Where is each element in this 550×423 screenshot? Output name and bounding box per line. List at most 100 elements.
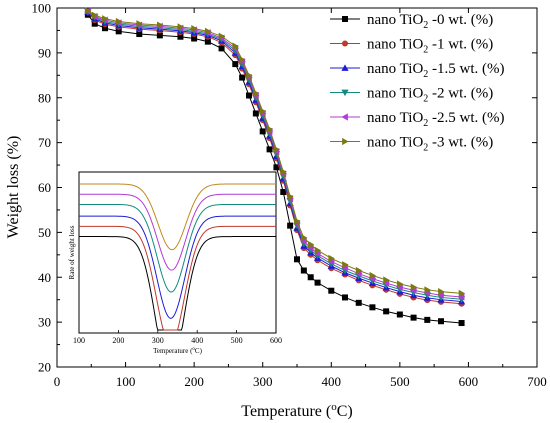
inset-x-tick-label: 200 bbox=[112, 336, 124, 345]
data-point bbox=[438, 318, 444, 325]
y-tick-label: 70 bbox=[38, 135, 51, 150]
data-point bbox=[115, 28, 122, 35]
data-point bbox=[177, 23, 185, 31]
data-point bbox=[91, 20, 98, 27]
inset-plot: 100 200 300 400 500 600 Temperature (oC) Rate o… bbox=[68, 171, 282, 355]
data-point bbox=[307, 240, 315, 249]
data-point bbox=[280, 188, 287, 195]
data-point bbox=[396, 280, 404, 288]
data-point bbox=[287, 222, 294, 229]
data-point bbox=[232, 42, 239, 50]
data-point bbox=[342, 294, 348, 301]
legend-marker bbox=[342, 40, 348, 47]
data-point bbox=[287, 192, 294, 201]
data-point bbox=[259, 107, 267, 115]
inset-series-4 bbox=[79, 193, 276, 271]
data-point bbox=[115, 17, 123, 26]
data-point bbox=[396, 311, 403, 318]
inset-x-tick-label: 500 bbox=[231, 336, 243, 345]
data-point bbox=[438, 288, 445, 296]
data-point bbox=[328, 254, 335, 263]
data-point bbox=[252, 89, 260, 97]
legend-marker bbox=[341, 89, 349, 97]
data-point bbox=[84, 7, 92, 15]
inset-series-2 bbox=[79, 215, 276, 319]
data-point bbox=[424, 316, 431, 323]
data-point bbox=[239, 56, 246, 64]
inset-series-5 bbox=[79, 183, 276, 251]
inset-x-tick-label: 100 bbox=[73, 336, 85, 345]
series-5 bbox=[84, 7, 466, 298]
data-point bbox=[300, 267, 307, 274]
x-tick-label: 200 bbox=[184, 374, 204, 389]
y-tick-label: 50 bbox=[38, 225, 51, 240]
y-axis-title: Weight loss (%) bbox=[5, 136, 22, 239]
data-point bbox=[458, 320, 465, 327]
y-tick-label: 80 bbox=[38, 90, 51, 105]
legend: nano TiO2 -0 wt. (%) nano TiO2 -1 wt. (%)… bbox=[330, 12, 505, 154]
main-series-layer bbox=[84, 7, 466, 327]
legend-marker bbox=[341, 64, 349, 71]
legend-entry: nano TiO2 -1 wt. (%) bbox=[330, 37, 493, 56]
data-point bbox=[382, 279, 390, 287]
inset-series-3 bbox=[79, 203, 276, 293]
data-point bbox=[369, 271, 377, 280]
inset-y-axis-title: Rate of weight loss bbox=[68, 225, 76, 279]
data-point bbox=[355, 266, 363, 275]
y-tick-label: 40 bbox=[38, 270, 51, 285]
data-point bbox=[410, 283, 418, 291]
data-point bbox=[314, 246, 322, 254]
data-point bbox=[218, 45, 225, 52]
data-point bbox=[136, 31, 143, 38]
data-point bbox=[300, 234, 308, 242]
data-point bbox=[204, 27, 212, 35]
inset-x-axis-title: Temperature (oC) bbox=[153, 347, 203, 355]
x-tick-label: 400 bbox=[322, 374, 342, 389]
data-point bbox=[313, 249, 321, 258]
x-tick-label: 600 bbox=[459, 374, 479, 389]
y-tick-label: 100 bbox=[32, 1, 52, 16]
data-point bbox=[314, 279, 321, 286]
data-point bbox=[410, 314, 417, 321]
x-tick-label: 300 bbox=[253, 374, 273, 389]
legend-marker bbox=[342, 16, 348, 22]
legend-marker bbox=[341, 113, 348, 121]
data-point bbox=[252, 110, 259, 117]
x-tick-label: 500 bbox=[390, 374, 410, 389]
data-point bbox=[156, 32, 163, 39]
data-point bbox=[458, 289, 466, 298]
data-point bbox=[204, 38, 211, 45]
data-point bbox=[136, 20, 143, 28]
y-tick-label: 60 bbox=[38, 180, 51, 195]
data-point bbox=[327, 257, 335, 266]
data-point bbox=[341, 264, 348, 272]
data-point bbox=[409, 286, 417, 294]
data-point bbox=[342, 261, 349, 269]
data-point bbox=[280, 168, 287, 176]
legend-label: nano TiO2 -0 wt. (%) bbox=[367, 12, 493, 31]
data-point bbox=[457, 293, 465, 301]
legend-label: nano TiO2 -2.5 wt. (%) bbox=[367, 110, 505, 129]
data-point bbox=[355, 299, 362, 306]
data-point bbox=[273, 164, 280, 171]
data-point bbox=[294, 256, 300, 263]
y-tick-label: 90 bbox=[38, 45, 51, 60]
legend-label: nano TiO2 -2 wt. (%) bbox=[367, 86, 493, 105]
legend-entry: nano TiO2 -0 wt. (%) bbox=[330, 12, 493, 31]
data-point bbox=[259, 128, 266, 135]
data-point bbox=[246, 71, 253, 79]
data-point bbox=[232, 61, 239, 68]
data-point bbox=[239, 74, 246, 81]
y-tick-label: 20 bbox=[38, 360, 51, 375]
y-tick-label: 30 bbox=[38, 315, 51, 330]
data-point bbox=[102, 25, 108, 32]
data-point bbox=[437, 291, 444, 299]
data-point bbox=[191, 35, 198, 42]
legend-entry: nano TiO2 -1.5 wt. (%) bbox=[330, 61, 505, 80]
legend-label: nano TiO2 -1.5 wt. (%) bbox=[367, 61, 505, 80]
x-axis-title: Temperature (oC) bbox=[241, 401, 352, 420]
legend-marker bbox=[342, 137, 349, 146]
data-point bbox=[307, 274, 314, 281]
inset-x-tick-label: 600 bbox=[270, 336, 282, 345]
